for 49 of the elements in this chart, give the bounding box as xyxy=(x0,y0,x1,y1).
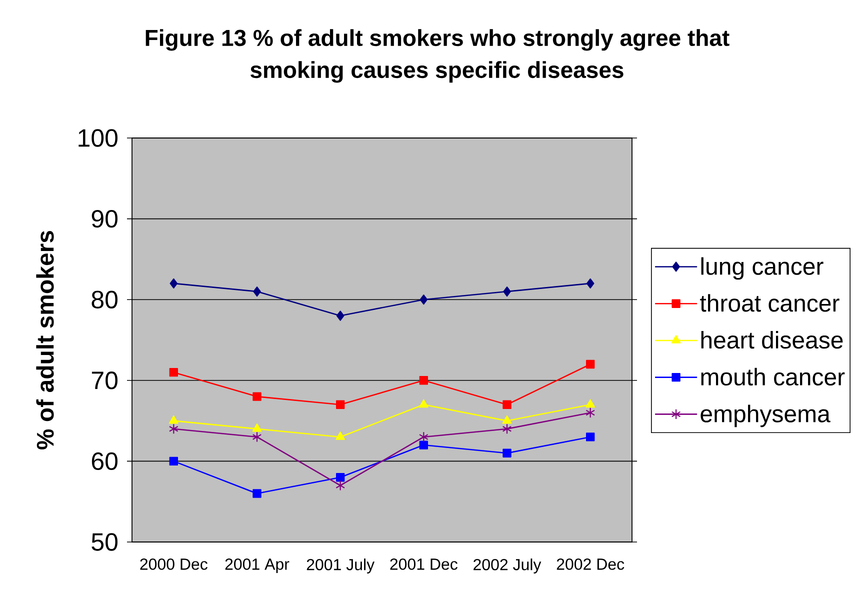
point xyxy=(169,368,178,377)
point xyxy=(502,415,512,424)
point xyxy=(418,432,428,442)
point xyxy=(336,480,346,491)
legend-label: emphysema xyxy=(700,404,830,428)
x-tick-label: 2000 Dec xyxy=(140,558,208,570)
y-tick-label: 60 xyxy=(92,452,118,470)
point xyxy=(253,286,261,297)
point xyxy=(252,424,262,432)
point xyxy=(168,424,178,434)
y-axis-title: % of adult smokers xyxy=(36,230,54,450)
point xyxy=(418,399,428,408)
x-tick-label: 2001 July xyxy=(306,558,375,574)
point xyxy=(419,440,428,450)
point xyxy=(252,489,262,498)
chart-title: Figure 13 % of adult smokers who strongly agree that smoking causes specific diseases xyxy=(146,29,730,83)
point xyxy=(336,432,346,440)
point xyxy=(420,294,428,305)
legend-label: mouth cancer xyxy=(701,368,845,386)
point xyxy=(336,400,345,409)
x-tick-label: 2002 July xyxy=(474,558,542,574)
point xyxy=(252,392,262,401)
point xyxy=(502,400,512,409)
point xyxy=(169,456,178,466)
point xyxy=(170,278,178,288)
legend-label: heart disease xyxy=(701,331,843,349)
x-tick-label: 2001 Apr xyxy=(225,558,290,574)
point xyxy=(252,432,262,442)
legend-label: lung cancer xyxy=(701,257,824,280)
y-tick-label: 80 xyxy=(92,290,118,308)
point xyxy=(502,448,512,458)
point xyxy=(586,399,596,408)
y-tick-label: 70 xyxy=(92,372,118,390)
x-tick-label: 2001 Dec xyxy=(390,558,458,570)
point xyxy=(336,310,344,321)
point xyxy=(168,415,178,424)
point xyxy=(586,360,595,369)
point xyxy=(502,424,512,434)
y-tick-label: 50 xyxy=(92,533,118,551)
point xyxy=(419,376,428,385)
legend-label: throat cancer xyxy=(700,294,840,312)
point xyxy=(586,407,596,418)
y-tick-label: 90 xyxy=(92,210,118,228)
point xyxy=(503,286,511,297)
point xyxy=(586,278,594,288)
point xyxy=(336,473,345,482)
y-tick-label: 100 xyxy=(78,129,118,147)
point xyxy=(586,432,595,442)
x-tick-label: 2002 Dec xyxy=(556,558,624,570)
